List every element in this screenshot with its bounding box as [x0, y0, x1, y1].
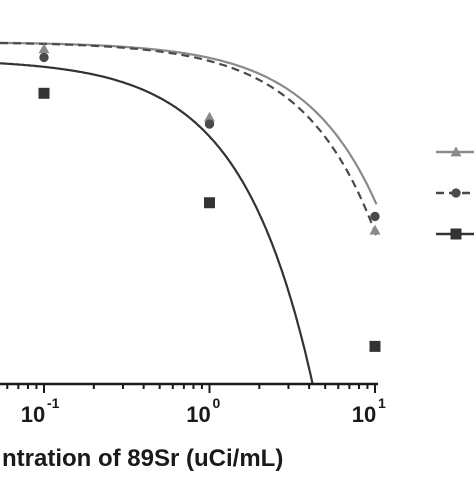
fit-curve-3	[0, 62, 314, 384]
x-tick-label: 10	[186, 402, 210, 427]
data-point-series-1	[38, 43, 50, 54]
data-point-series-2	[204, 119, 215, 129]
fit-curves	[0, 41, 378, 384]
data-points	[38, 43, 381, 352]
fit-curve-2	[0, 41, 378, 237]
data-point-series-1	[369, 224, 381, 235]
x-tick-exponent: 0	[213, 395, 221, 411]
data-point-series-2	[370, 211, 380, 222]
x-tick-exponent: 1	[378, 395, 386, 411]
data-point-series-2	[39, 52, 49, 63]
data-point-series-3	[38, 87, 50, 99]
x-axis: 10 -1 10 0 10 1	[0, 382, 386, 427]
x-tick-label: 10	[352, 402, 376, 427]
data-point-series-1	[204, 111, 215, 122]
legend-marker-1	[450, 146, 462, 157]
x-tick-exponent: -1	[47, 395, 60, 411]
legend-marker-3	[450, 228, 462, 240]
data-point-series-3	[369, 340, 381, 352]
legend	[436, 146, 474, 240]
x-tick-label: 10	[21, 402, 45, 427]
fit-curve-1	[0, 41, 378, 205]
legend-marker-2	[451, 188, 461, 198]
data-point-series-3	[204, 197, 215, 209]
x-axis-title: ntration of 89Sr (uCi/mL)	[2, 445, 283, 472]
